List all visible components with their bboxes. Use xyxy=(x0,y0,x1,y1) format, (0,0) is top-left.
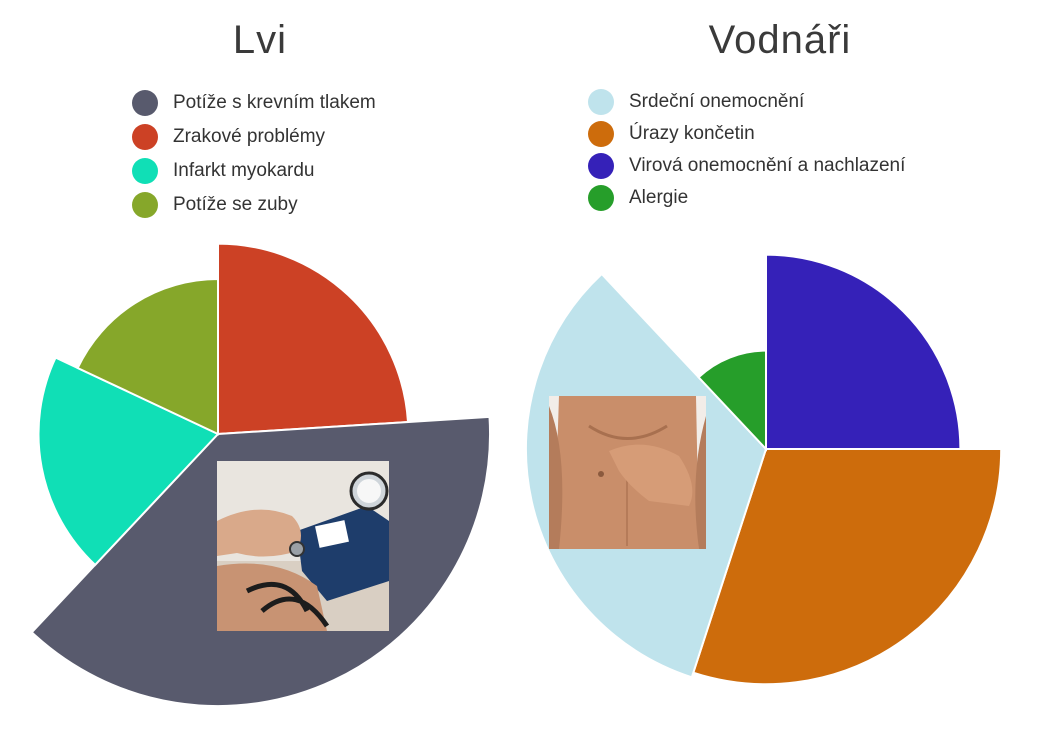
chart-panel-vodnari: Vodnáři Srdeční onemocnění Úrazy končeti… xyxy=(520,0,1040,732)
legend-swatch-infarct xyxy=(132,158,158,184)
legend-item: Zrakové problémy xyxy=(132,120,376,154)
pie-slice-potize-se-zuby xyxy=(76,277,219,436)
chart-panel-lvi: Lvi Potíže s krevním tlakem Zrakové prob… xyxy=(30,18,492,708)
legend-swatch-limbs xyxy=(588,121,614,147)
chart-title: Lvi xyxy=(232,18,288,62)
legend-label: Potíže se zuby xyxy=(173,194,298,215)
pie-slice-zrakove-problemy xyxy=(217,242,410,436)
legend: Potíže s krevním tlakem Zrakové problémy… xyxy=(132,86,376,222)
pie-slice-alergie xyxy=(697,349,767,452)
chest-pain-photo xyxy=(549,396,706,549)
legend-swatch-teeth xyxy=(132,192,158,218)
chart-title: Vodnáři xyxy=(708,18,852,62)
legend-item: Srdeční onemocnění xyxy=(588,86,905,118)
legend-label: Infarkt myokardu xyxy=(173,160,315,181)
legend-swatch-blood-pressure xyxy=(132,90,158,116)
legend-item: Potíže s krevním tlakem xyxy=(132,86,376,120)
legend-item: Infarkt myokardu xyxy=(132,154,376,188)
blood-pressure-photo xyxy=(217,461,389,631)
legend-item: Úrazy končetin xyxy=(588,118,905,150)
pie-slice-virova-onemocneni-a-nachlazeni xyxy=(765,253,962,450)
pie-slice-infarkt-myokardu xyxy=(37,356,220,567)
legend-swatch-allergy xyxy=(588,185,614,211)
legend-swatch-heart xyxy=(588,89,614,115)
legend-item: Potíže se zuby xyxy=(132,188,376,222)
legend-label: Zrakové problémy xyxy=(173,126,326,147)
legend-label: Potíže s krevním tlakem xyxy=(173,92,376,113)
polar-area-chart xyxy=(524,253,1003,686)
legend-swatch-viral xyxy=(588,153,614,179)
legend-item: Alergie xyxy=(588,182,905,214)
legend-item: Virová onemocnění a nachlazení xyxy=(588,150,905,182)
pie-slice-urazy-koncetin xyxy=(692,448,1003,686)
legend-label: Virová onemocnění a nachlazení xyxy=(629,155,906,176)
legend-swatch-vision xyxy=(132,124,158,150)
legend-label: Srdeční onemocnění xyxy=(629,91,805,112)
legend-label: Alergie xyxy=(629,187,689,208)
legend: Srdeční onemocnění Úrazy končetin Virová… xyxy=(588,86,905,214)
legend-label: Úrazy končetin xyxy=(629,123,755,144)
